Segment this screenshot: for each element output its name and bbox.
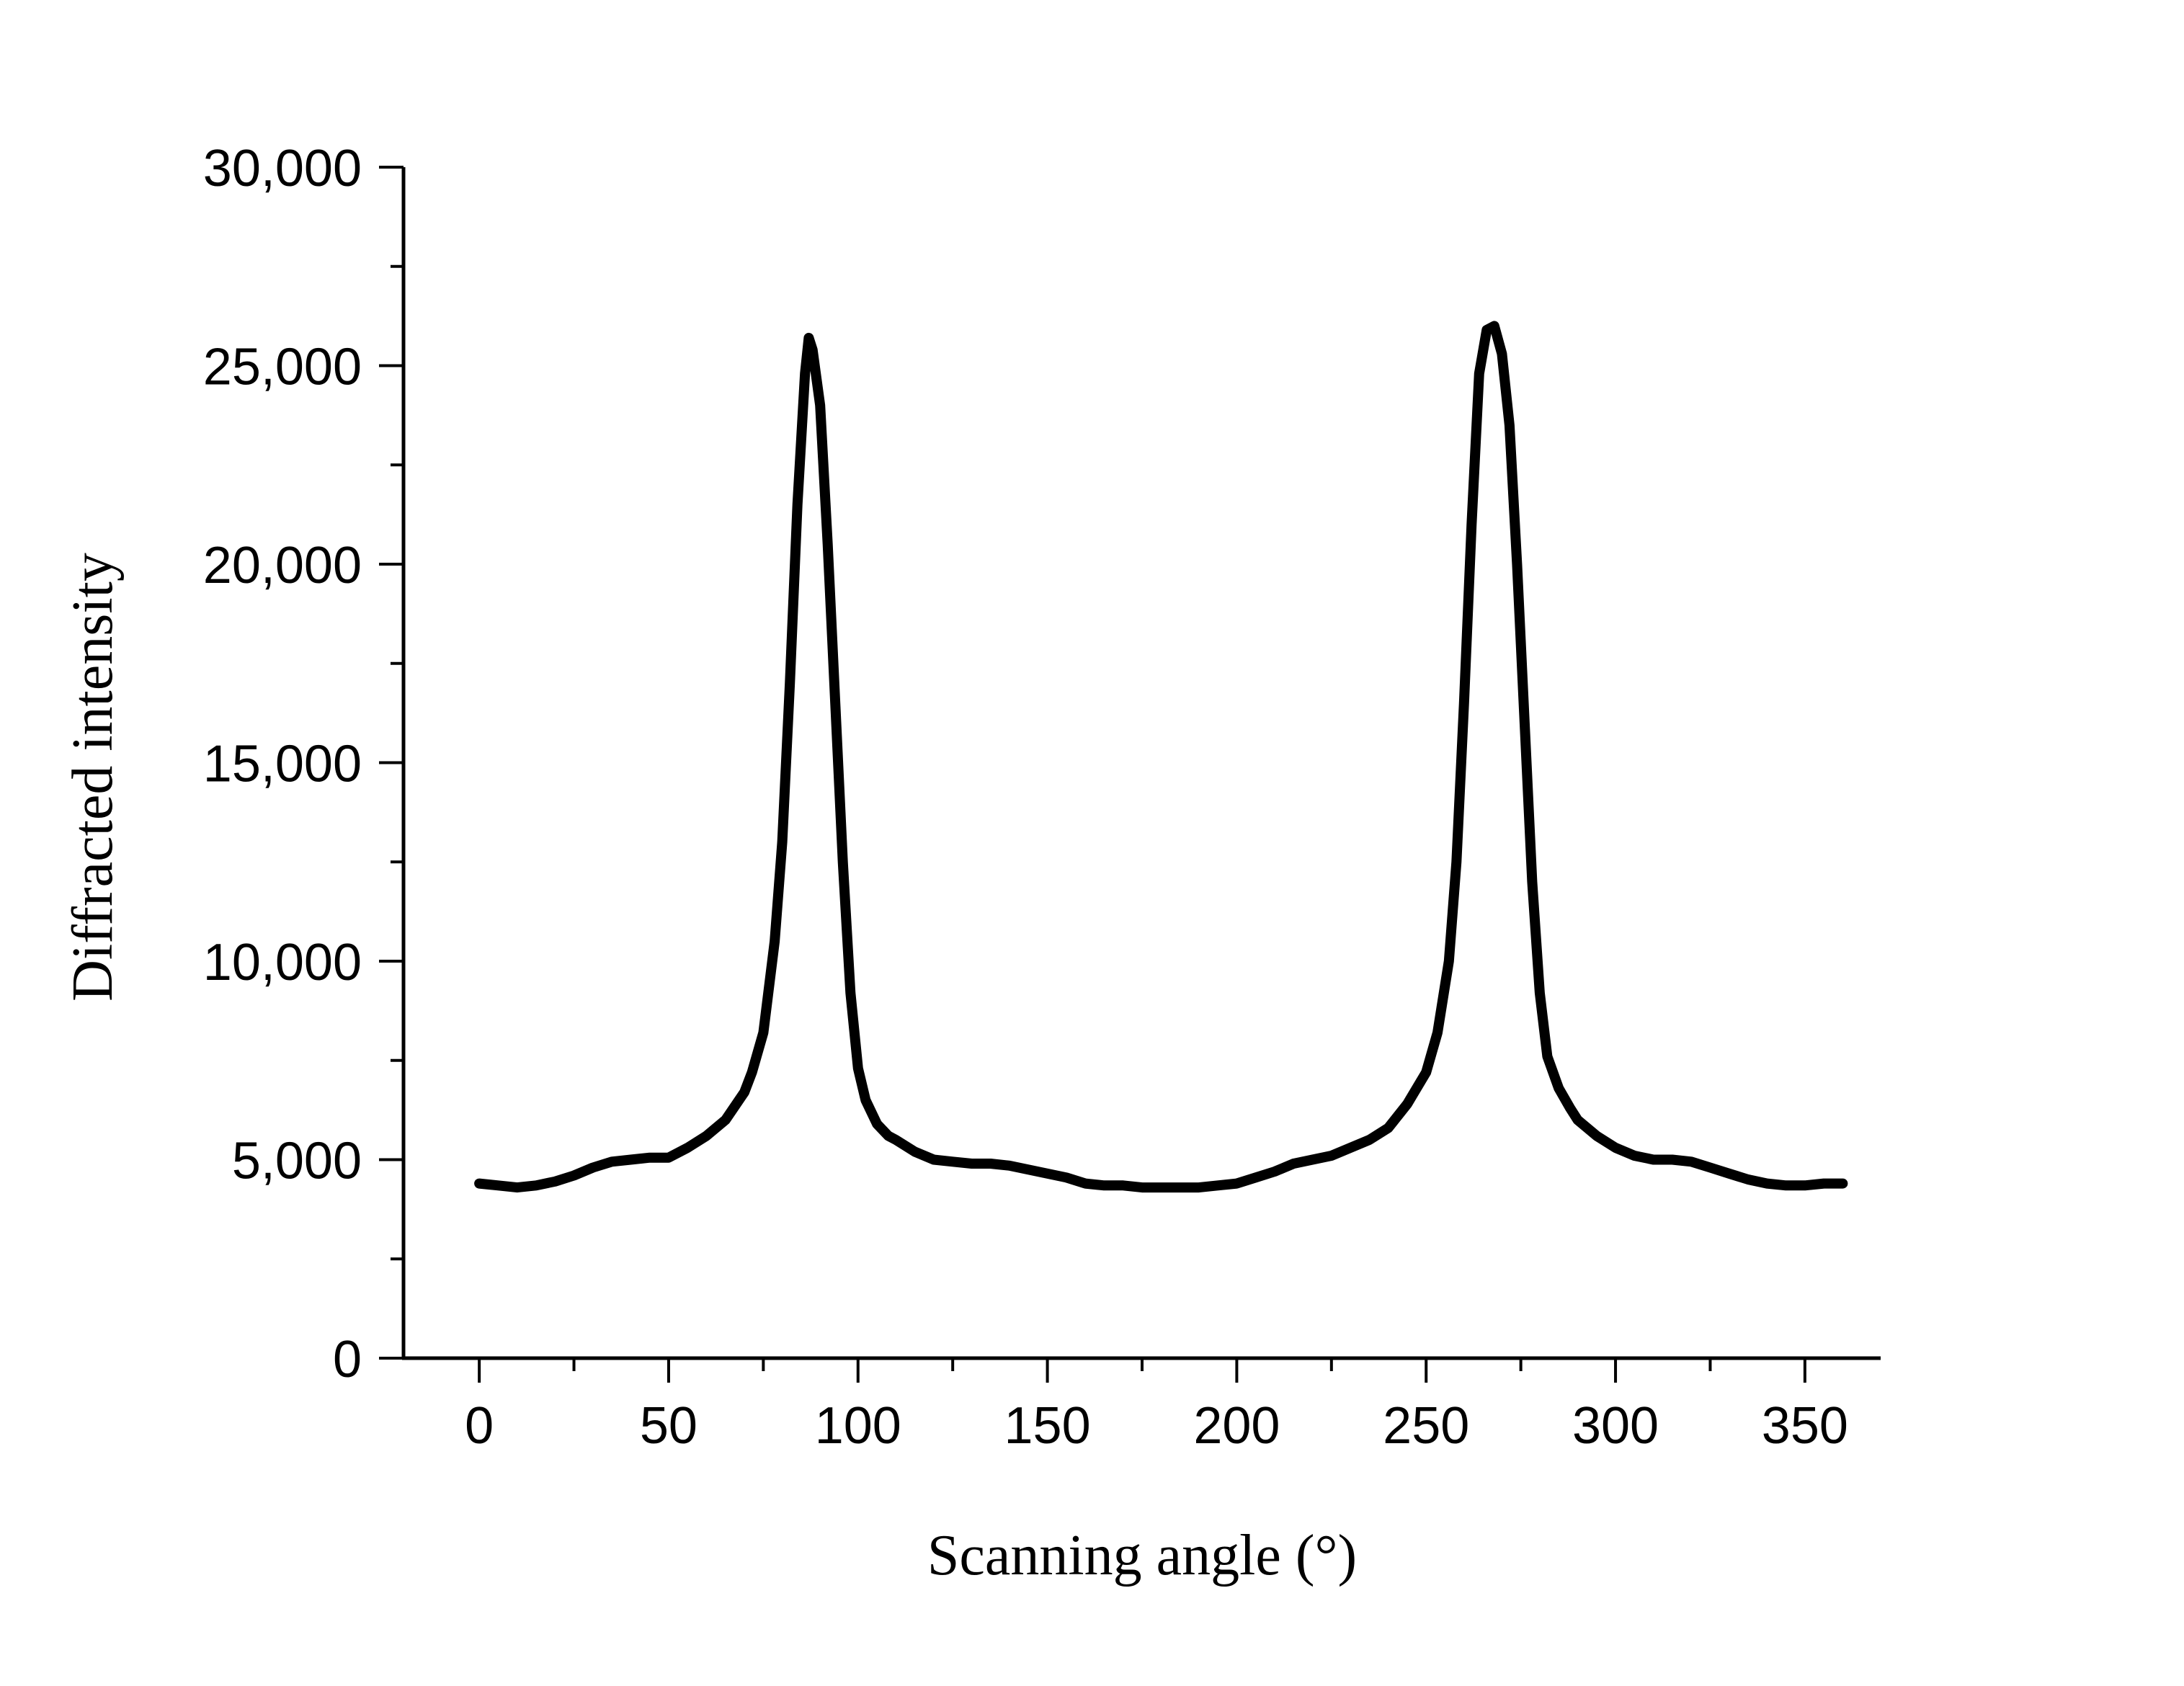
x-tick-label: 250 — [1383, 1397, 1469, 1455]
ticks: 0 5,000 10,000 15,000 20,000 25,000 30,000 0 50 1… — [203, 140, 1848, 1455]
y-tick-label: 10,000 — [203, 934, 362, 991]
x-tick-label: 150 — [1004, 1397, 1091, 1455]
y-tick-label: 20,000 — [203, 537, 362, 594]
x-tick-label: 0 — [465, 1397, 494, 1455]
x-tick-label: 300 — [1572, 1397, 1659, 1455]
x-tick-label: 100 — [815, 1397, 901, 1455]
x-tick-label: 50 — [640, 1397, 697, 1455]
y-tick-label: 5,000 — [232, 1133, 362, 1190]
y-tick-label: 0 — [333, 1331, 362, 1388]
x-axis-title: Scanning angle (°) — [927, 1524, 1357, 1587]
y-tick-label: 15,000 — [203, 736, 362, 793]
y-tick-label: 25,000 — [203, 339, 362, 396]
series-line — [474, 321, 1848, 1193]
y-axis-title: Diffracted intensity — [61, 553, 125, 1002]
y-tick-label: 30,000 — [203, 140, 362, 197]
x-tick-label: 350 — [1762, 1397, 1848, 1455]
x-tick-label: 200 — [1193, 1397, 1280, 1455]
series — [474, 321, 1848, 1193]
